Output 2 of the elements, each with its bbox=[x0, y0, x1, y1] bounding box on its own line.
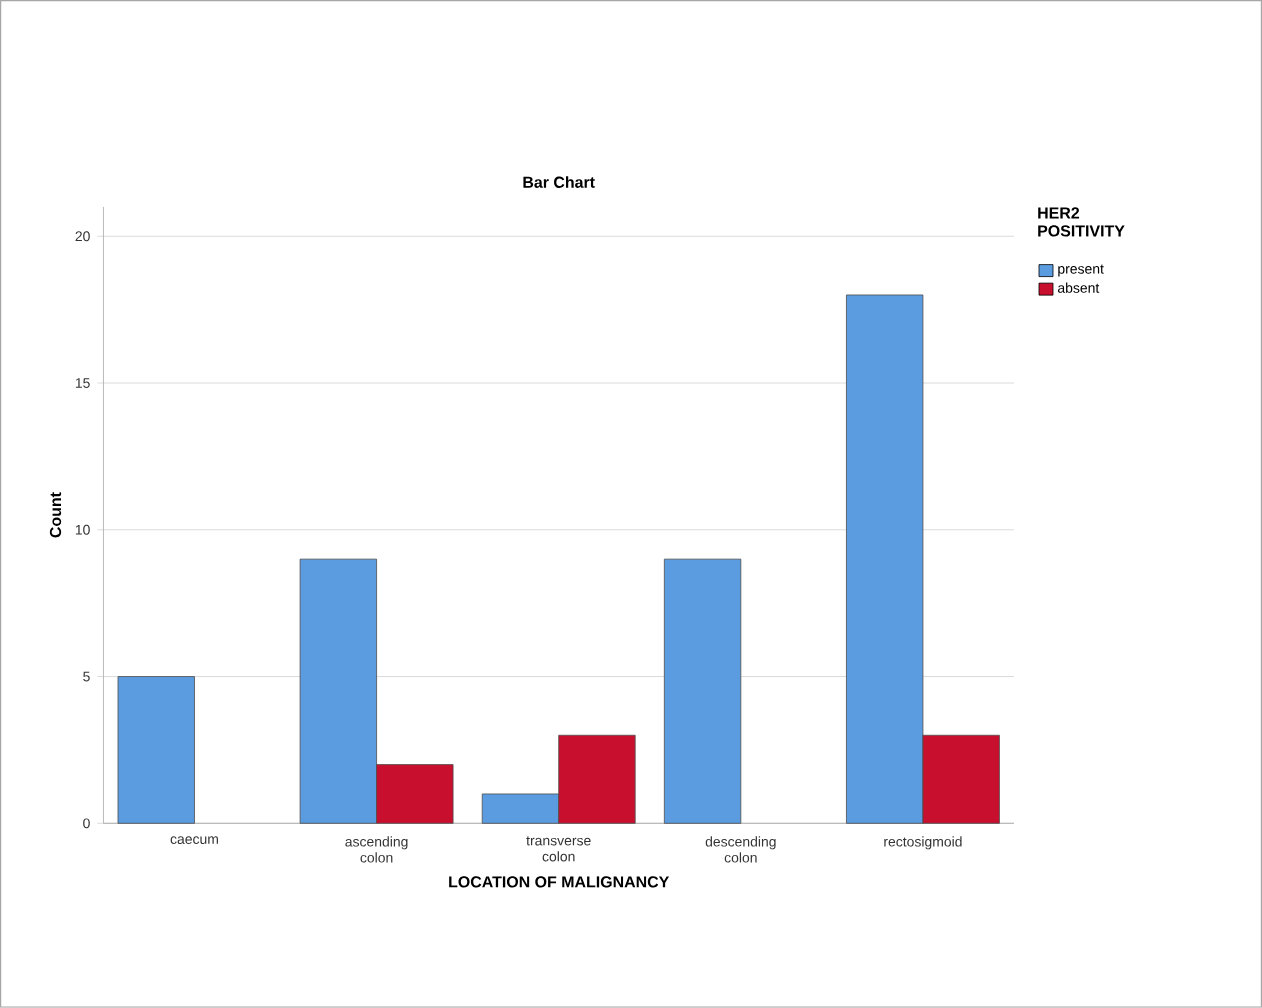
bar bbox=[663, 558, 742, 824]
bar bbox=[117, 676, 195, 824]
